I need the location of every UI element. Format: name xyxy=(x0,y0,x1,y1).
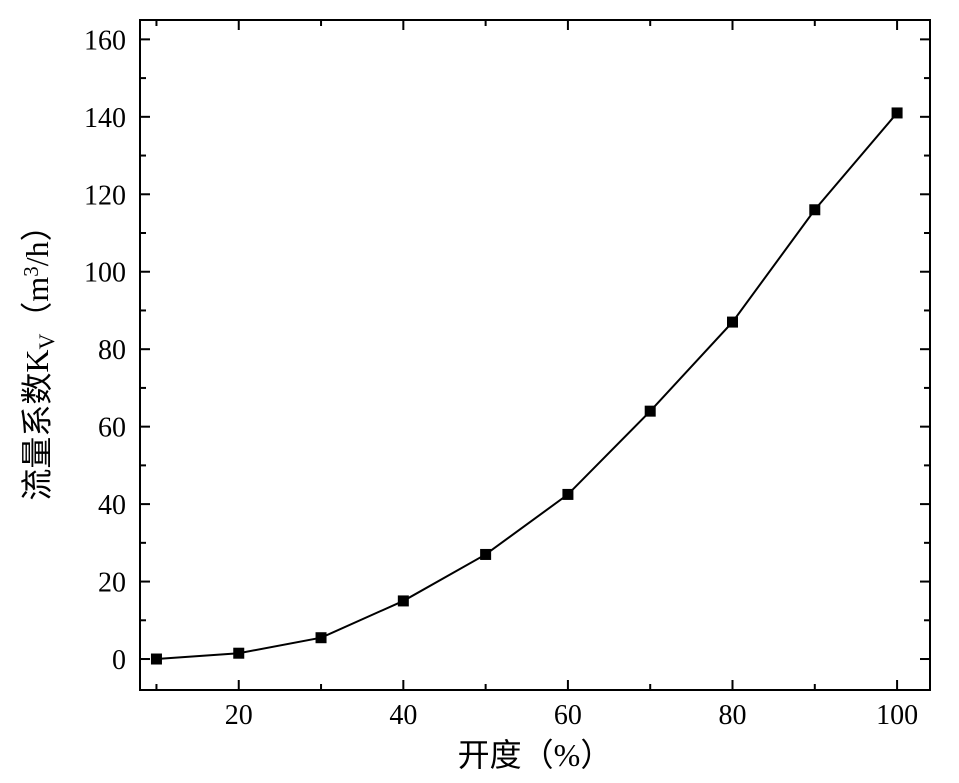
x-tick-label: 20 xyxy=(225,700,253,731)
data-marker xyxy=(480,549,491,560)
x-axis-label: 开度（%） xyxy=(458,737,613,773)
data-marker xyxy=(233,648,244,659)
data-marker xyxy=(645,406,656,417)
y-tick-label: 140 xyxy=(84,103,126,134)
data-marker xyxy=(562,489,573,500)
x-tick-label: 80 xyxy=(719,700,747,731)
data-marker xyxy=(398,595,409,606)
y-tick-label: 120 xyxy=(84,180,126,211)
y-tick-label: 0 xyxy=(112,645,126,676)
x-tick-label: 40 xyxy=(389,700,417,731)
y-tick-label: 40 xyxy=(98,490,126,521)
data-marker xyxy=(727,317,738,328)
line-chart: 20 40 60 80 100 0 20 40 60 80 100 120 140 160 开度（%） 流量系… xyxy=(0,0,959,783)
data-marker xyxy=(892,107,903,118)
data-marker xyxy=(151,654,162,665)
x-tick-label: 100 xyxy=(876,700,918,731)
y-tick-label: 20 xyxy=(98,568,126,599)
y-tick-label: 100 xyxy=(84,258,126,289)
y-tick-label: 80 xyxy=(98,335,126,366)
x-tick-label: 60 xyxy=(554,700,582,731)
y-tick-label: 160 xyxy=(84,25,126,56)
chart-svg: 20 40 60 80 100 0 20 40 60 80 100 120 140 160 开度（%） 流量系… xyxy=(0,0,959,783)
data-marker xyxy=(809,204,820,215)
y-tick-label: 60 xyxy=(98,413,126,444)
data-marker xyxy=(316,632,327,643)
y-axis-label: 流量系数KV（m3/h） xyxy=(19,209,59,500)
